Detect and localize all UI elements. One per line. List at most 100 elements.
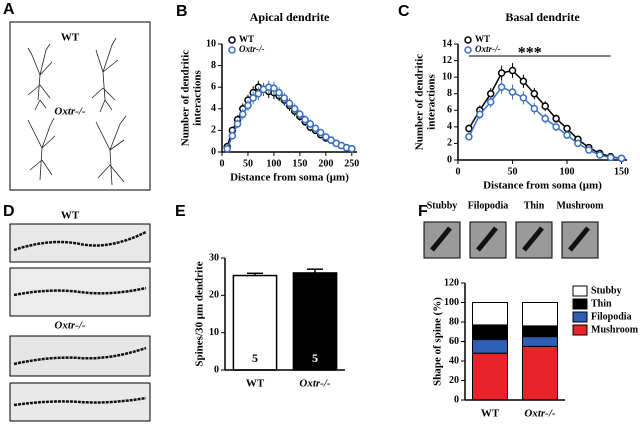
genotype-label: WT [61,32,80,44]
y-tick-label: 0 [447,154,452,165]
data-point [530,104,539,113]
y-tick-label: 6 [447,105,452,116]
legend-label: Oxtr-/- [239,44,265,54]
data-point [348,145,356,153]
data-point [617,154,626,163]
bar-segment [472,302,508,326]
chart-title: Apical dendrite [250,10,330,24]
y-axis-label: Number of dendritic [180,50,192,146]
data-point [508,88,517,96]
x-tick-label: 0 [456,166,461,177]
spine-caption: Stubby [427,200,458,211]
data-point [290,105,299,113]
legend-marker [464,46,472,54]
data-point [563,131,571,139]
data-point [585,146,593,154]
data-point [233,120,242,128]
y-axis-label: Shape of spine (%) [432,297,444,386]
y-tick-label: 0 [454,394,459,405]
legend-marker [228,36,236,44]
data-point [296,110,304,118]
x-tick-label: WT [481,408,500,420]
x-tick-label: 150 [614,166,629,177]
y-tick-label: 10 [442,71,452,82]
data-point [486,98,495,106]
y-axis-label: Spines/30 μm dendrite [194,261,206,366]
legend-label: WT [475,34,490,44]
data-point [486,89,495,98]
data-point [285,99,294,108]
data-point [497,69,506,77]
spine-caption: Mushroom [556,200,604,211]
panel-label: B [176,3,188,20]
y-tick-label: 10 [206,38,216,49]
y-tick-label: 30 [209,252,219,263]
genotype-label: Oxtr-/- [54,320,86,332]
bar-segment [472,339,508,354]
data-point [465,124,473,133]
x-tick-label: 150 [292,158,307,169]
n-label: 5 [312,351,318,365]
data-point [552,114,560,123]
spine-shape [476,226,498,252]
x-axis-label: Distance from soma (μm) [230,172,349,184]
significance-label: *** [518,45,542,62]
data-point [508,66,517,75]
data-point [552,123,560,131]
x-tick-label: WT [246,378,265,390]
bar-segment [522,302,558,327]
legend-marker [228,46,236,54]
data-point [311,124,320,132]
legend-swatch [572,324,588,336]
y-tick-label: 60 [449,336,459,347]
genotype-label: Oxtr-/- [54,106,86,118]
data-point [519,77,528,86]
y-tick-label: 12 [442,55,452,66]
legend-label: Oxtr-/- [475,44,501,54]
panel-label: F [418,203,428,220]
data-point [316,128,325,137]
x-axis-label: Distance from soma (μm) [483,180,602,192]
data-point [322,133,330,141]
y-tick-label: 120 [444,277,459,288]
panel-label: D [3,203,15,220]
bar [232,274,278,371]
bar-segment [522,336,558,347]
spine-caption: Thin [524,200,545,211]
dendrite-images [9,223,151,422]
spine-shape [522,226,544,252]
spine-shape [430,226,452,252]
y-tick-label: 20 [449,375,459,386]
data-point [280,94,289,102]
data-point [465,133,473,141]
y-tick-label: 0 [211,146,216,157]
bar-segment [472,324,508,341]
spine-caption: Filopodia [468,200,509,211]
bar [292,272,338,371]
y-tick-label: 6 [211,81,216,92]
data-point [530,89,539,98]
data-point [574,139,582,148]
data-point [606,153,615,162]
y-tick-label: 100 [444,297,459,308]
panel-label: E [175,203,186,220]
legend-swatch [572,311,588,323]
y-tick-label: 14 [442,38,452,49]
bar-segment [472,352,508,401]
data-point [306,120,315,128]
legend-label: Thin [591,298,612,309]
y-tick-label: 0 [214,364,219,375]
x-tick-label: Oxtr-/- [524,408,556,420]
x-tick-label: 0 [220,158,225,169]
data-point [476,110,484,119]
y-axis-label: interactions [426,73,438,129]
bar-segment [522,345,558,401]
x-tick-label: 200 [318,158,333,169]
data-point [223,145,231,153]
spine-shape [568,226,590,252]
y-tick-label: 8 [447,88,452,99]
data-point [270,84,278,93]
n-label: 5 [252,351,258,365]
y-tick-label: 80 [449,316,459,327]
